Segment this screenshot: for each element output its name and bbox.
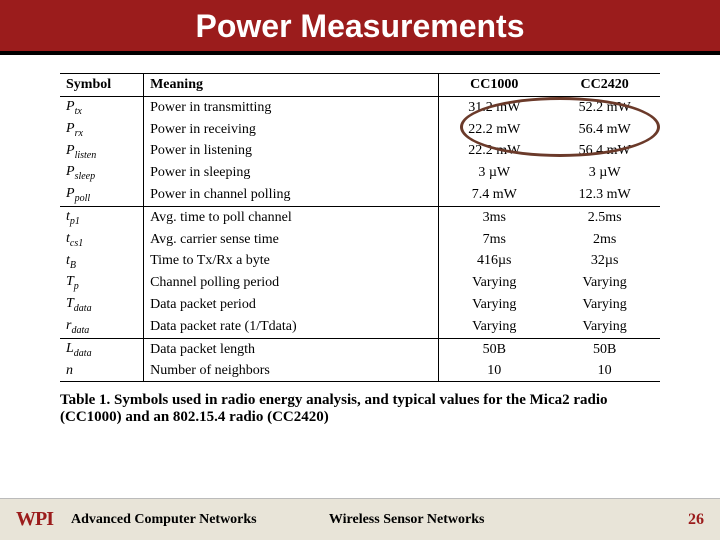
table-row: TpChannel polling periodVaryingVarying xyxy=(60,272,660,294)
table-row: LdataData packet length50B50B xyxy=(60,338,660,360)
cell-meaning: Power in listening xyxy=(144,141,439,163)
table-row: tBTime to Tx/Rx a byte416µs32µs xyxy=(60,251,660,273)
cell-cc2420: Varying xyxy=(549,316,660,338)
cell-meaning: Power in channel polling xyxy=(144,184,439,206)
cell-cc2420: 32µs xyxy=(549,251,660,273)
cell-symbol: Ptx xyxy=(60,97,144,119)
cell-meaning: Data packet period xyxy=(144,294,439,316)
table-header-row: Symbol Meaning CC1000 CC2420 xyxy=(60,74,660,97)
logo-text: WPI xyxy=(16,508,53,531)
cell-cc2420: 12.3 mW xyxy=(549,184,660,206)
table-caption: Table 1. Symbols used in radio energy an… xyxy=(60,392,660,426)
title-bar: Power Measurements xyxy=(0,0,720,55)
cell-cc2420: 56.4 mW xyxy=(549,119,660,141)
table-row: tp1Avg. time to poll channel3ms2.5ms xyxy=(60,206,660,228)
cell-meaning: Data packet length xyxy=(144,338,439,360)
slide-number: 26 xyxy=(688,511,704,529)
cell-symbol: Ppoll xyxy=(60,184,144,206)
cell-cc2420: 56.4 mW xyxy=(549,141,660,163)
table-row: PlistenPower in listening22.2 mW56.4 mW xyxy=(60,141,660,163)
cell-symbol: tp1 xyxy=(60,206,144,228)
cell-cc2420: 10 xyxy=(549,361,660,382)
table-row: nNumber of neighbors1010 xyxy=(60,361,660,382)
cell-cc1000: 22.2 mW xyxy=(439,141,550,163)
cell-cc1000: 3ms xyxy=(439,206,550,228)
col-symbol: Symbol xyxy=(60,74,144,97)
table-row: PtxPower in transmitting31.2 mW52.2 mW xyxy=(60,97,660,119)
col-meaning: Meaning xyxy=(144,74,439,97)
table-row: tcs1Avg. carrier sense time7ms2ms xyxy=(60,229,660,251)
table-wrapper: Symbol Meaning CC1000 CC2420 PtxPower in… xyxy=(60,73,660,382)
cell-cc1000: 7.4 mW xyxy=(439,184,550,206)
table-row: PrxPower in receiving22.2 mW56.4 mW xyxy=(60,119,660,141)
cell-symbol: Psleep xyxy=(60,162,144,184)
footer-bar: WPI Advanced Computer Networks Wireless … xyxy=(0,498,720,540)
cell-symbol: Ldata xyxy=(60,338,144,360)
cell-cc1000: 3 µW xyxy=(439,162,550,184)
cell-meaning: Power in receiving xyxy=(144,119,439,141)
cell-meaning: Number of neighbors xyxy=(144,361,439,382)
table-row: PsleepPower in sleeping3 µW3 µW xyxy=(60,162,660,184)
cell-meaning: Power in sleeping xyxy=(144,162,439,184)
cell-cc1000: 50B xyxy=(439,338,550,360)
cell-cc1000: Varying xyxy=(439,294,550,316)
cell-symbol: Plisten xyxy=(60,141,144,163)
cell-cc1000: 22.2 mW xyxy=(439,119,550,141)
cell-symbol: tcs1 xyxy=(60,229,144,251)
content-area: Symbol Meaning CC1000 CC2420 PtxPower in… xyxy=(0,55,720,426)
cell-cc2420: Varying xyxy=(549,294,660,316)
col-cc2420: CC2420 xyxy=(549,74,660,97)
cell-meaning: Avg. time to poll channel xyxy=(144,206,439,228)
cell-cc2420: 50B xyxy=(549,338,660,360)
footer-center-text: Wireless Sensor Networks xyxy=(329,512,485,528)
cell-cc2420: 52.2 mW xyxy=(549,97,660,119)
table-body: PtxPower in transmitting31.2 mW52.2 mWPr… xyxy=(60,97,660,382)
slide-title: Power Measurements xyxy=(0,8,720,45)
cell-cc2420: 3 µW xyxy=(549,162,660,184)
footer-left-text: Advanced Computer Networks xyxy=(71,512,257,528)
cell-cc1000: 31.2 mW xyxy=(439,97,550,119)
wpi-logo: WPI xyxy=(16,508,53,531)
cell-symbol: rdata xyxy=(60,316,144,338)
cell-meaning: Avg. carrier sense time xyxy=(144,229,439,251)
cell-meaning: Time to Tx/Rx a byte xyxy=(144,251,439,273)
col-cc1000: CC1000 xyxy=(439,74,550,97)
table-row: PpollPower in channel polling7.4 mW12.3 … xyxy=(60,184,660,206)
cell-meaning: Data packet rate (1/Tdata) xyxy=(144,316,439,338)
cell-cc1000: 10 xyxy=(439,361,550,382)
cell-cc1000: 416µs xyxy=(439,251,550,273)
cell-cc1000: Varying xyxy=(439,272,550,294)
cell-symbol: Tp xyxy=(60,272,144,294)
cell-cc1000: Varying xyxy=(439,316,550,338)
cell-cc2420: Varying xyxy=(549,272,660,294)
table-row: rdataData packet rate (1/Tdata)VaryingVa… xyxy=(60,316,660,338)
cell-symbol: tB xyxy=(60,251,144,273)
cell-symbol: Tdata xyxy=(60,294,144,316)
cell-symbol: n xyxy=(60,361,144,382)
cell-cc2420: 2ms xyxy=(549,229,660,251)
measurements-table: Symbol Meaning CC1000 CC2420 PtxPower in… xyxy=(60,73,660,382)
cell-cc1000: 7ms xyxy=(439,229,550,251)
cell-cc2420: 2.5ms xyxy=(549,206,660,228)
cell-meaning: Power in transmitting xyxy=(144,97,439,119)
cell-symbol: Prx xyxy=(60,119,144,141)
table-row: TdataData packet periodVaryingVarying xyxy=(60,294,660,316)
cell-meaning: Channel polling period xyxy=(144,272,439,294)
